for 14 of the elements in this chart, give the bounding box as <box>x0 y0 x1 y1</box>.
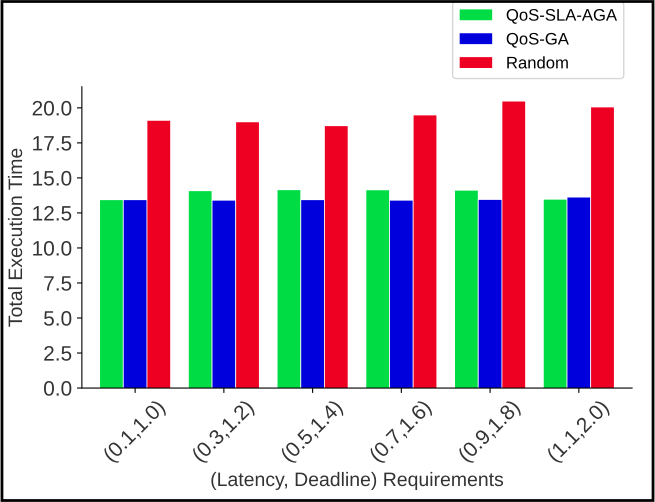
legend-label: Random <box>507 56 568 69</box>
x-axis-title: (Latency, Deadline) Requirements <box>211 472 504 490</box>
y-tick-label: 12.5 <box>33 206 72 221</box>
y-tick-label: 10.0 <box>33 240 72 256</box>
y-tick-label: 17.5 <box>33 136 72 151</box>
y-tick-label: 0.0 <box>44 381 72 396</box>
y-tick-label: 7.5 <box>44 276 72 291</box>
y-tick-label: 2.5 <box>44 346 72 361</box>
y-tick-label: 20.0 <box>32 100 72 116</box>
legend-label: QoS-GA <box>506 32 569 48</box>
legend-label: QoS-SLA-AGA <box>506 9 618 24</box>
y-axis-title: Total Execution Time <box>8 148 22 327</box>
y-tick-label: 5.0 <box>44 311 72 326</box>
y-tick-label: 15.0 <box>33 170 72 186</box>
